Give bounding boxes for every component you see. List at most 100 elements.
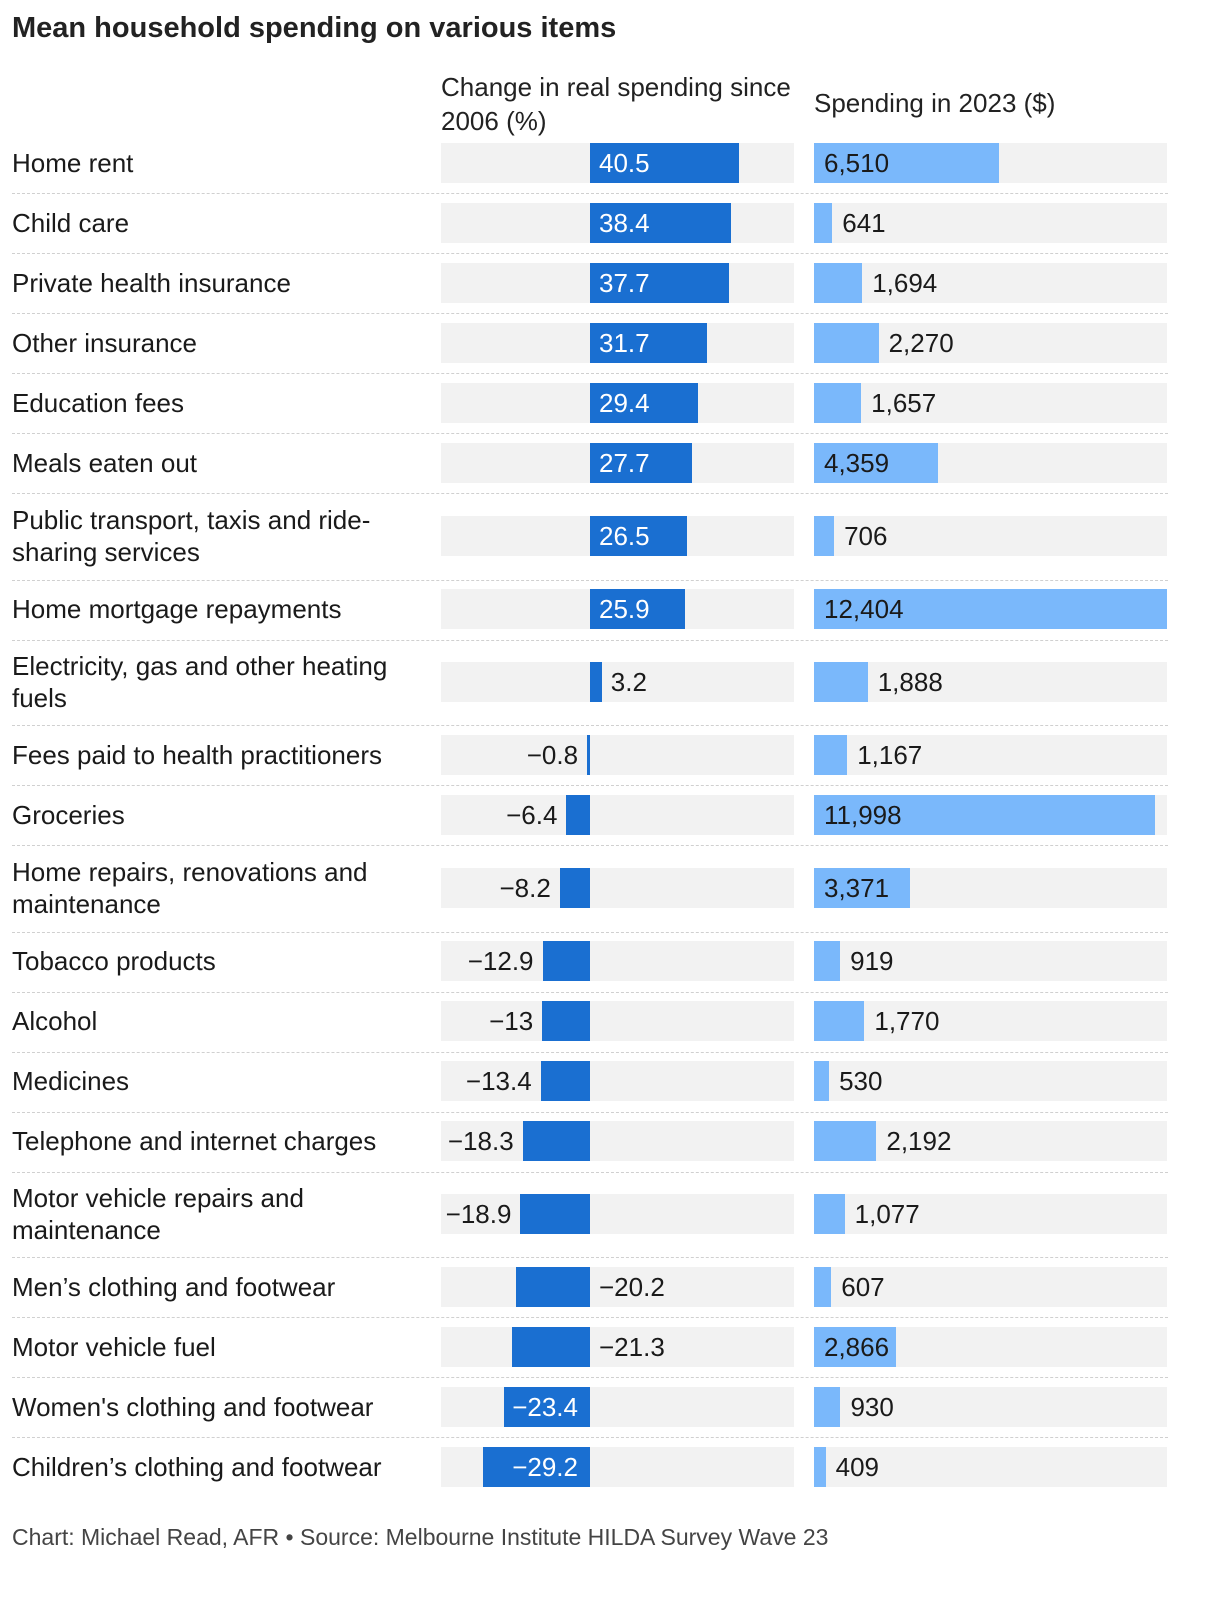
category-label: Education fees bbox=[12, 388, 185, 418]
spending-value-label: 930 bbox=[850, 1392, 894, 1422]
row-separator bbox=[12, 640, 1168, 641]
row-separator bbox=[12, 1317, 1168, 1318]
row-separator bbox=[12, 1112, 1168, 1113]
category-label: Private health insurance bbox=[12, 268, 291, 298]
row-separator bbox=[12, 1377, 1168, 1378]
spending-bar bbox=[814, 1447, 826, 1487]
spending-value-label: 1,888 bbox=[877, 667, 943, 697]
change-bar-track bbox=[441, 735, 794, 775]
change-value-label: −0.8 bbox=[526, 740, 579, 770]
category-label: Motor vehicle repairs and maintenance bbox=[12, 1183, 304, 1245]
change-value-label: −18.9 bbox=[445, 1199, 512, 1229]
category-label: Tobacco products bbox=[12, 946, 216, 976]
change-bar-track bbox=[441, 1194, 794, 1234]
spending-value-label: 6,510 bbox=[824, 148, 890, 178]
spending-value-label: 706 bbox=[844, 521, 888, 551]
spending-value-label: 2,866 bbox=[824, 1332, 890, 1362]
spending-value-label: 1,167 bbox=[857, 740, 923, 770]
spending-value-label: 607 bbox=[841, 1272, 885, 1302]
spending-value-label: 4,359 bbox=[824, 448, 890, 478]
spending-bar bbox=[814, 516, 835, 556]
spending-bar bbox=[814, 443, 939, 483]
change-bar-track bbox=[441, 1001, 794, 1041]
change-value-label: 37.7 bbox=[599, 268, 650, 298]
change-bar-track bbox=[441, 795, 794, 835]
change-bar bbox=[511, 1327, 590, 1367]
spending-bar-track bbox=[814, 941, 1167, 981]
spending-bar bbox=[814, 1387, 841, 1427]
change-value-label: −13.4 bbox=[465, 1066, 532, 1096]
spending-value-label: 1,694 bbox=[872, 268, 938, 298]
category-label: Children’s clothing and footwear bbox=[12, 1452, 382, 1482]
row-separator bbox=[12, 433, 1168, 434]
change-bar bbox=[522, 1121, 590, 1161]
change-value-label: −20.2 bbox=[599, 1272, 665, 1302]
spending-bar-track bbox=[814, 263, 1167, 303]
change-value-label: −13 bbox=[489, 1006, 534, 1036]
row-separator bbox=[12, 580, 1168, 581]
spending-value-label: 1,770 bbox=[874, 1006, 940, 1036]
change-bar-track bbox=[441, 1387, 794, 1427]
spending-bar bbox=[814, 589, 1167, 629]
spending-bar bbox=[814, 868, 910, 908]
change-bar-track bbox=[441, 662, 794, 702]
row-separator bbox=[12, 1052, 1168, 1053]
category-label: Child care bbox=[12, 208, 130, 238]
spending-bar bbox=[814, 941, 841, 981]
change-bar bbox=[520, 1194, 590, 1234]
change-bar bbox=[503, 1387, 590, 1427]
change-value-label: 31.7 bbox=[599, 328, 650, 358]
change-bar bbox=[482, 1447, 590, 1487]
spending-bar bbox=[814, 1001, 865, 1041]
spending-bar bbox=[814, 735, 848, 775]
spending-bar-track bbox=[814, 203, 1167, 243]
change-bar bbox=[590, 383, 699, 423]
change-bar bbox=[590, 203, 732, 243]
change-value-label: −29.2 bbox=[512, 1452, 578, 1482]
spending-value-label: 2,192 bbox=[886, 1126, 952, 1156]
spending-bar-track bbox=[814, 1001, 1167, 1041]
change-bar bbox=[590, 143, 739, 183]
spending-bar-track bbox=[814, 1447, 1167, 1487]
change-value-label: 38.4 bbox=[599, 208, 650, 238]
spending-bar bbox=[814, 1327, 896, 1367]
spending-bar-track bbox=[814, 383, 1167, 423]
spending-bar bbox=[814, 662, 868, 702]
change-value-label: 26.5 bbox=[599, 521, 650, 551]
row-separator bbox=[12, 193, 1168, 194]
change-bar-track bbox=[441, 1061, 794, 1101]
spending-bar bbox=[814, 263, 863, 303]
row-separator bbox=[12, 785, 1168, 786]
spending-bar-track bbox=[814, 735, 1167, 775]
change-bar bbox=[540, 1061, 590, 1101]
change-value-label: 3.2 bbox=[610, 667, 647, 697]
category-label: Other insurance bbox=[12, 328, 197, 358]
column-header-spending: Spending in 2023 ($) bbox=[814, 88, 1056, 118]
change-bar bbox=[590, 516, 688, 556]
spending-bar bbox=[814, 1194, 845, 1234]
change-value-label: −21.3 bbox=[599, 1332, 665, 1362]
spending-value-label: 11,998 bbox=[824, 800, 902, 830]
change-value-label: −18.3 bbox=[447, 1126, 514, 1156]
category-label: Home mortgage repayments bbox=[12, 594, 342, 624]
category-label: Women's clothing and footwear bbox=[12, 1392, 374, 1422]
change-bar-track bbox=[441, 1267, 794, 1307]
row-separator bbox=[12, 992, 1168, 993]
change-bar bbox=[542, 1001, 590, 1041]
spending-bar bbox=[814, 143, 1000, 183]
spending-value-label: 409 bbox=[835, 1452, 880, 1482]
category-label: Medicines bbox=[12, 1066, 130, 1096]
spending-value-label: 1,077 bbox=[854, 1199, 920, 1229]
category-label: Motor vehicle fuel bbox=[12, 1332, 216, 1362]
category-label: Home repairs, renovations and maintenanc… bbox=[12, 857, 368, 919]
change-value-label: 40.5 bbox=[599, 148, 650, 178]
spending-bar-track bbox=[814, 1267, 1167, 1307]
change-bar bbox=[515, 1267, 590, 1307]
chart-title: Mean household spending on various items bbox=[12, 12, 617, 44]
change-bar bbox=[590, 263, 729, 303]
spending-value-label: 2,270 bbox=[888, 328, 954, 358]
change-value-label: −8.2 bbox=[499, 873, 551, 903]
change-value-label: 25.9 bbox=[599, 594, 650, 624]
row-separator bbox=[12, 725, 1168, 726]
change-value-label: 29.4 bbox=[599, 388, 650, 418]
